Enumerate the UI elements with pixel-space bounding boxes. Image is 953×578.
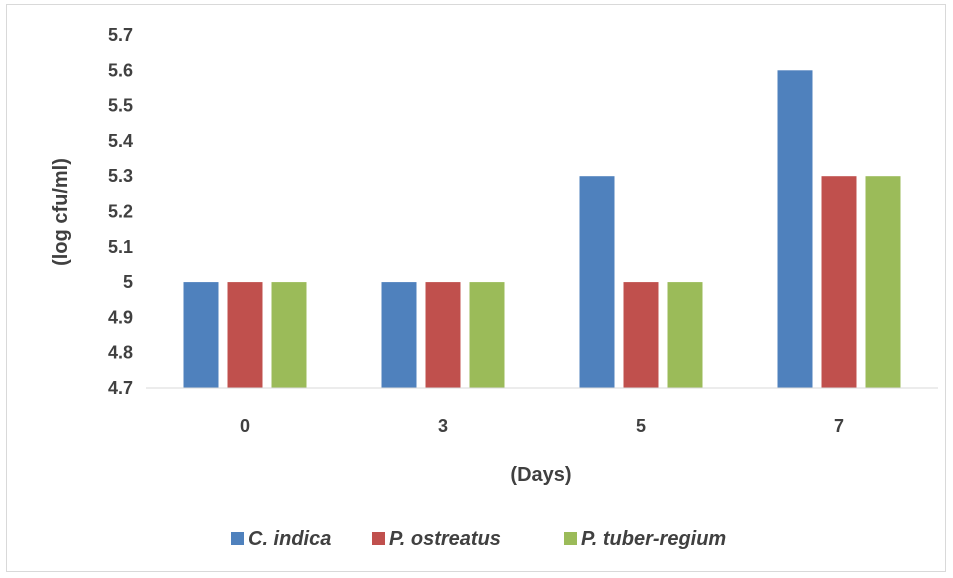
legend-label: C. indica bbox=[248, 528, 331, 550]
legend-label: P. ostreatus bbox=[389, 528, 501, 550]
bar-c-indica-day-3 bbox=[381, 282, 417, 388]
x-tick-label: 5 bbox=[636, 416, 646, 436]
bar-p-ostreatus-day-5 bbox=[623, 282, 659, 388]
y-tick-label: 5.3 bbox=[108, 166, 133, 186]
legend-swatch bbox=[231, 532, 244, 545]
bars bbox=[183, 70, 901, 389]
legend-swatch bbox=[564, 532, 577, 545]
y-axis-ticks: 4.7 4.8 4.9 5 5.1 5.2 5.3 5.4 5.5 5.6 5.7 bbox=[108, 25, 133, 398]
y-tick-label: 4.9 bbox=[108, 307, 133, 327]
bar-c-indica-day-0 bbox=[183, 282, 219, 388]
bar-p-tuber-regium-day-5 bbox=[667, 282, 703, 388]
y-tick-label: 5.1 bbox=[108, 237, 133, 257]
bar-c-indica-day-7 bbox=[777, 70, 813, 389]
y-tick-label: 5.6 bbox=[108, 60, 133, 80]
y-tick-label: 5.7 bbox=[108, 25, 133, 45]
bar-c-indica-day-5 bbox=[579, 176, 615, 388]
y-tick-label: 5 bbox=[123, 272, 133, 292]
bar-p-tuber-regium-day-0 bbox=[271, 282, 307, 388]
x-axis-title: (Days) bbox=[510, 464, 571, 486]
x-tick-label: 0 bbox=[240, 416, 250, 436]
legend-label: P. tuber-regium bbox=[581, 528, 726, 550]
y-tick-label: 5.5 bbox=[108, 96, 133, 116]
x-tick-label: 3 bbox=[438, 416, 448, 436]
y-tick-label: 4.8 bbox=[108, 343, 133, 363]
y-axis-title: (log cfu/ml) bbox=[50, 158, 72, 266]
bar-p-ostreatus-day-0 bbox=[227, 282, 263, 388]
y-tick-label: 5.4 bbox=[108, 131, 133, 151]
bar-p-tuber-regium-day-7 bbox=[865, 176, 901, 388]
y-tick-label: 4.7 bbox=[108, 378, 133, 398]
legend-swatch bbox=[372, 532, 385, 545]
bar-p-ostreatus-day-7 bbox=[821, 176, 857, 388]
x-axis-ticks: 0 3 5 7 bbox=[240, 416, 844, 436]
legend: C. indica P. ostreatus P. tuber-regium bbox=[231, 528, 726, 550]
x-tick-label: 7 bbox=[834, 416, 844, 436]
bar-p-ostreatus-day-3 bbox=[425, 282, 461, 388]
bar-p-tuber-regium-day-3 bbox=[469, 282, 505, 388]
y-tick-label: 5.2 bbox=[108, 202, 133, 222]
